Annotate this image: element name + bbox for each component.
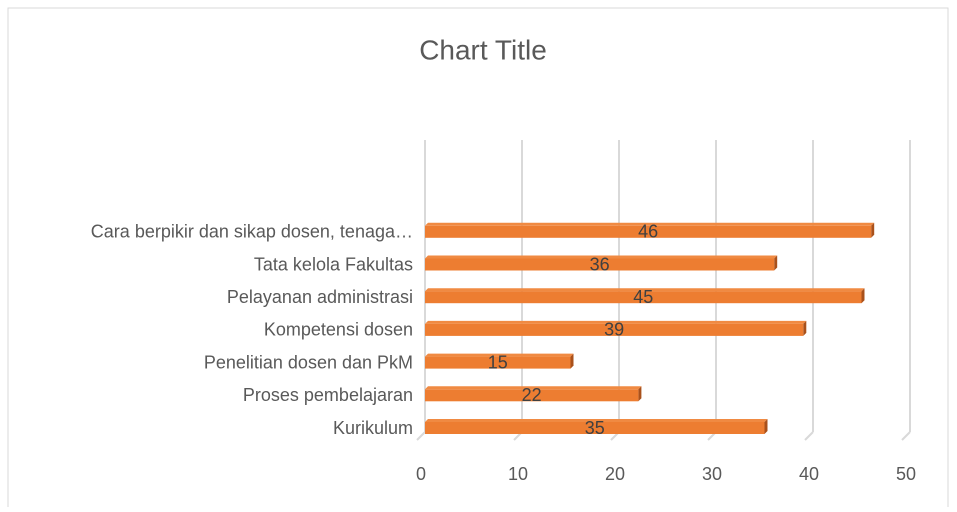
y-tick-label: Cara berpikir dan sikap dosen, tenaga… xyxy=(91,222,413,242)
data-label: 15 xyxy=(488,352,508,372)
grid-line xyxy=(416,431,426,441)
bar-side xyxy=(774,255,778,271)
bar xyxy=(425,291,862,304)
x-tick-label: 50 xyxy=(896,464,916,484)
bar-side xyxy=(570,353,574,369)
bar-top xyxy=(425,222,875,226)
bar-top xyxy=(425,320,807,324)
bar xyxy=(425,323,804,336)
bar-top xyxy=(425,288,865,292)
bar-top xyxy=(425,419,768,422)
data-label: 35 xyxy=(585,418,605,438)
y-tick-label: Pelayanan administrasi xyxy=(227,287,413,307)
data-label: 36 xyxy=(590,254,610,274)
bar xyxy=(425,389,639,402)
data-label: 39 xyxy=(604,320,624,340)
bar-top xyxy=(425,353,574,357)
grid-line xyxy=(901,431,911,441)
y-tick-label: Proses pembelajaran xyxy=(243,385,413,405)
bar xyxy=(425,422,765,434)
x-tick-label: 40 xyxy=(799,464,819,484)
x-tick-label: 30 xyxy=(702,464,722,484)
bar-side xyxy=(861,288,865,304)
data-label: 22 xyxy=(522,385,542,405)
grid-line xyxy=(804,431,814,441)
bar-side xyxy=(638,386,642,402)
y-tick-label: Penelitian dosen dan PkM xyxy=(204,352,413,372)
data-label: 45 xyxy=(633,287,653,307)
y-tick-label: Kurikulum xyxy=(333,418,413,438)
bar-side xyxy=(871,222,875,238)
y-tick-label: Tata kelola Fakultas xyxy=(254,254,413,274)
bar-side xyxy=(803,320,807,336)
bar-top xyxy=(425,386,642,390)
bar-side xyxy=(764,419,768,434)
x-tick-label: 20 xyxy=(605,464,625,484)
x-tick-label: 0 xyxy=(416,464,426,484)
bar xyxy=(425,225,872,238)
data-label: 46 xyxy=(638,222,658,242)
y-tick-label: Kompetensi dosen xyxy=(264,320,413,340)
bar xyxy=(425,356,571,369)
x-tick-label: 10 xyxy=(508,464,528,484)
bar xyxy=(425,258,775,271)
chart-title: Chart Title xyxy=(419,34,547,65)
bar-top xyxy=(425,255,778,259)
